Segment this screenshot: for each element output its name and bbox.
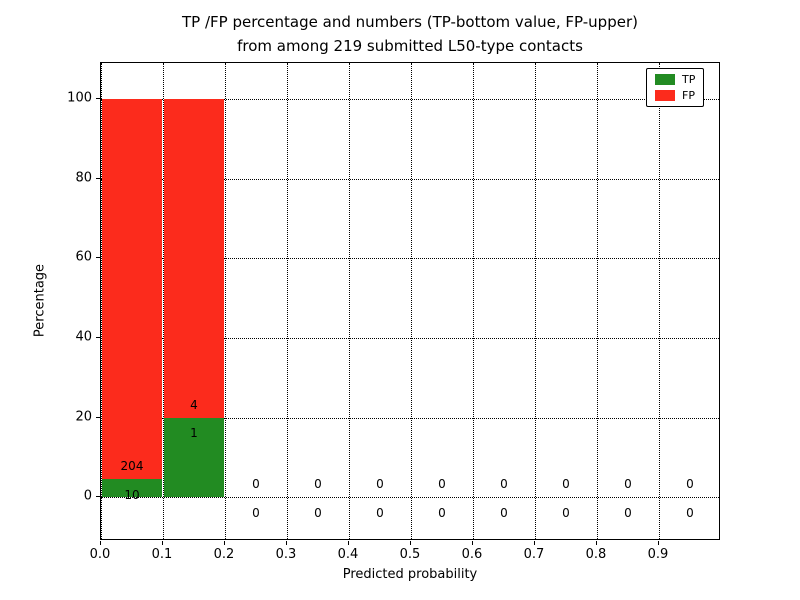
x-tick-label: 0.3: [275, 547, 297, 562]
x-tick-label: 0.4: [337, 547, 359, 562]
tp-legend-label: TP: [682, 73, 696, 86]
chart-title-line-2: from among 219 submitted L50-type contac…: [237, 37, 583, 55]
vertical-gridline: [659, 63, 660, 539]
y-tick-mark: [96, 257, 100, 259]
tp-count-label: 1: [190, 426, 198, 441]
x-tick-label: 0.9: [647, 547, 669, 562]
vertical-gridline: [597, 63, 598, 539]
y-tick-label: 20: [75, 409, 92, 425]
fp-count-label: 0: [624, 477, 632, 492]
horizontal-gridline: [101, 417, 719, 419]
vertical-gridline: [287, 63, 288, 539]
fp-count-label: 0: [252, 477, 260, 492]
x-tick-mark: [472, 541, 473, 545]
x-tick-label: 0.5: [399, 547, 421, 562]
x-tick-label: 0.6: [461, 547, 483, 562]
x-tick-mark: [100, 541, 101, 545]
vertical-gridline: [225, 63, 226, 539]
legend: TP FP: [646, 68, 705, 107]
tp-count-label: 10: [124, 487, 140, 502]
fp-count-label: 204: [120, 458, 144, 473]
tp-bar-segment: [102, 478, 162, 498]
y-axis-label: Percentage: [32, 263, 48, 338]
fp-count-label: 0: [500, 477, 508, 492]
horizontal-gridline: [101, 497, 719, 499]
legend-entry-tp: TP: [655, 74, 695, 85]
y-tick-label: 60: [75, 249, 92, 265]
x-tick-mark: [224, 541, 225, 545]
vertical-gridline: [473, 63, 474, 539]
tp-legend-swatch: [655, 74, 675, 85]
chart-title: TP /FP percentage and numbers (TP-bottom…: [100, 10, 720, 58]
horizontal-gridline: [101, 258, 719, 260]
horizontal-gridline: [101, 337, 719, 339]
tp-count-label: 0: [438, 506, 446, 521]
vertical-gridline: [101, 63, 102, 539]
tp-count-label: 0: [562, 506, 570, 521]
chart-title-line-1: TP /FP percentage and numbers (TP-bottom…: [182, 13, 638, 31]
x-tick-mark: [286, 541, 287, 545]
fp-count-label: 4: [190, 397, 198, 412]
x-axis-label: Predicted probability: [342, 567, 478, 582]
vertical-gridline: [163, 63, 164, 539]
y-tick-mark: [96, 97, 100, 99]
x-tick-mark: [658, 541, 659, 545]
tp-count-label: 0: [500, 506, 508, 521]
x-tick-label: 0.0: [89, 547, 111, 562]
fp-count-label: 0: [686, 477, 694, 492]
legend-entry-fp: FP: [655, 90, 695, 101]
y-tick-label: 40: [75, 329, 92, 345]
fp-count-label: 0: [562, 477, 570, 492]
y-tick-mark: [96, 416, 100, 418]
fp-bar-segment: [164, 98, 224, 418]
tp-bar-segment: [164, 417, 224, 498]
tp-count-label: 0: [252, 506, 260, 521]
horizontal-gridline: [101, 178, 719, 180]
fp-bar-segment: [102, 98, 162, 479]
x-tick-mark: [348, 541, 349, 545]
tp-count-label: 0: [376, 506, 384, 521]
x-tick-mark: [534, 541, 535, 545]
tp-count-label: 0: [686, 506, 694, 521]
fp-legend-label: FP: [682, 89, 695, 102]
x-tick-label: 0.7: [523, 547, 545, 562]
y-tick-mark: [96, 336, 100, 338]
vertical-gridline: [349, 63, 350, 539]
x-tick-mark: [410, 541, 411, 545]
tp-count-label: 0: [314, 506, 322, 521]
tp-count-label: 0: [624, 506, 632, 521]
x-tick-label: 0.1: [151, 547, 173, 562]
horizontal-gridline: [101, 98, 719, 100]
vertical-gridline: [535, 63, 536, 539]
x-tick-label: 0.8: [585, 547, 607, 562]
fp-count-label: 0: [314, 477, 322, 492]
x-tick-label: 0.2: [213, 547, 235, 562]
x-tick-mark: [162, 541, 163, 545]
x-tick-mark: [596, 541, 597, 545]
y-tick-label: 0: [83, 488, 92, 504]
fp-legend-swatch: [655, 90, 675, 101]
y-tick-label: 80: [75, 170, 92, 186]
y-tick-label: 100: [67, 90, 92, 106]
plot-area: 204 10 4 1 0 0 0 0 0 0 0 0 0 0 0 0 0 0 0 0: [100, 62, 720, 540]
y-tick-mark: [96, 177, 100, 179]
fp-count-label: 0: [438, 477, 446, 492]
fp-count-label: 0: [376, 477, 384, 492]
y-tick-mark: [96, 496, 100, 498]
vertical-gridline: [411, 63, 412, 539]
